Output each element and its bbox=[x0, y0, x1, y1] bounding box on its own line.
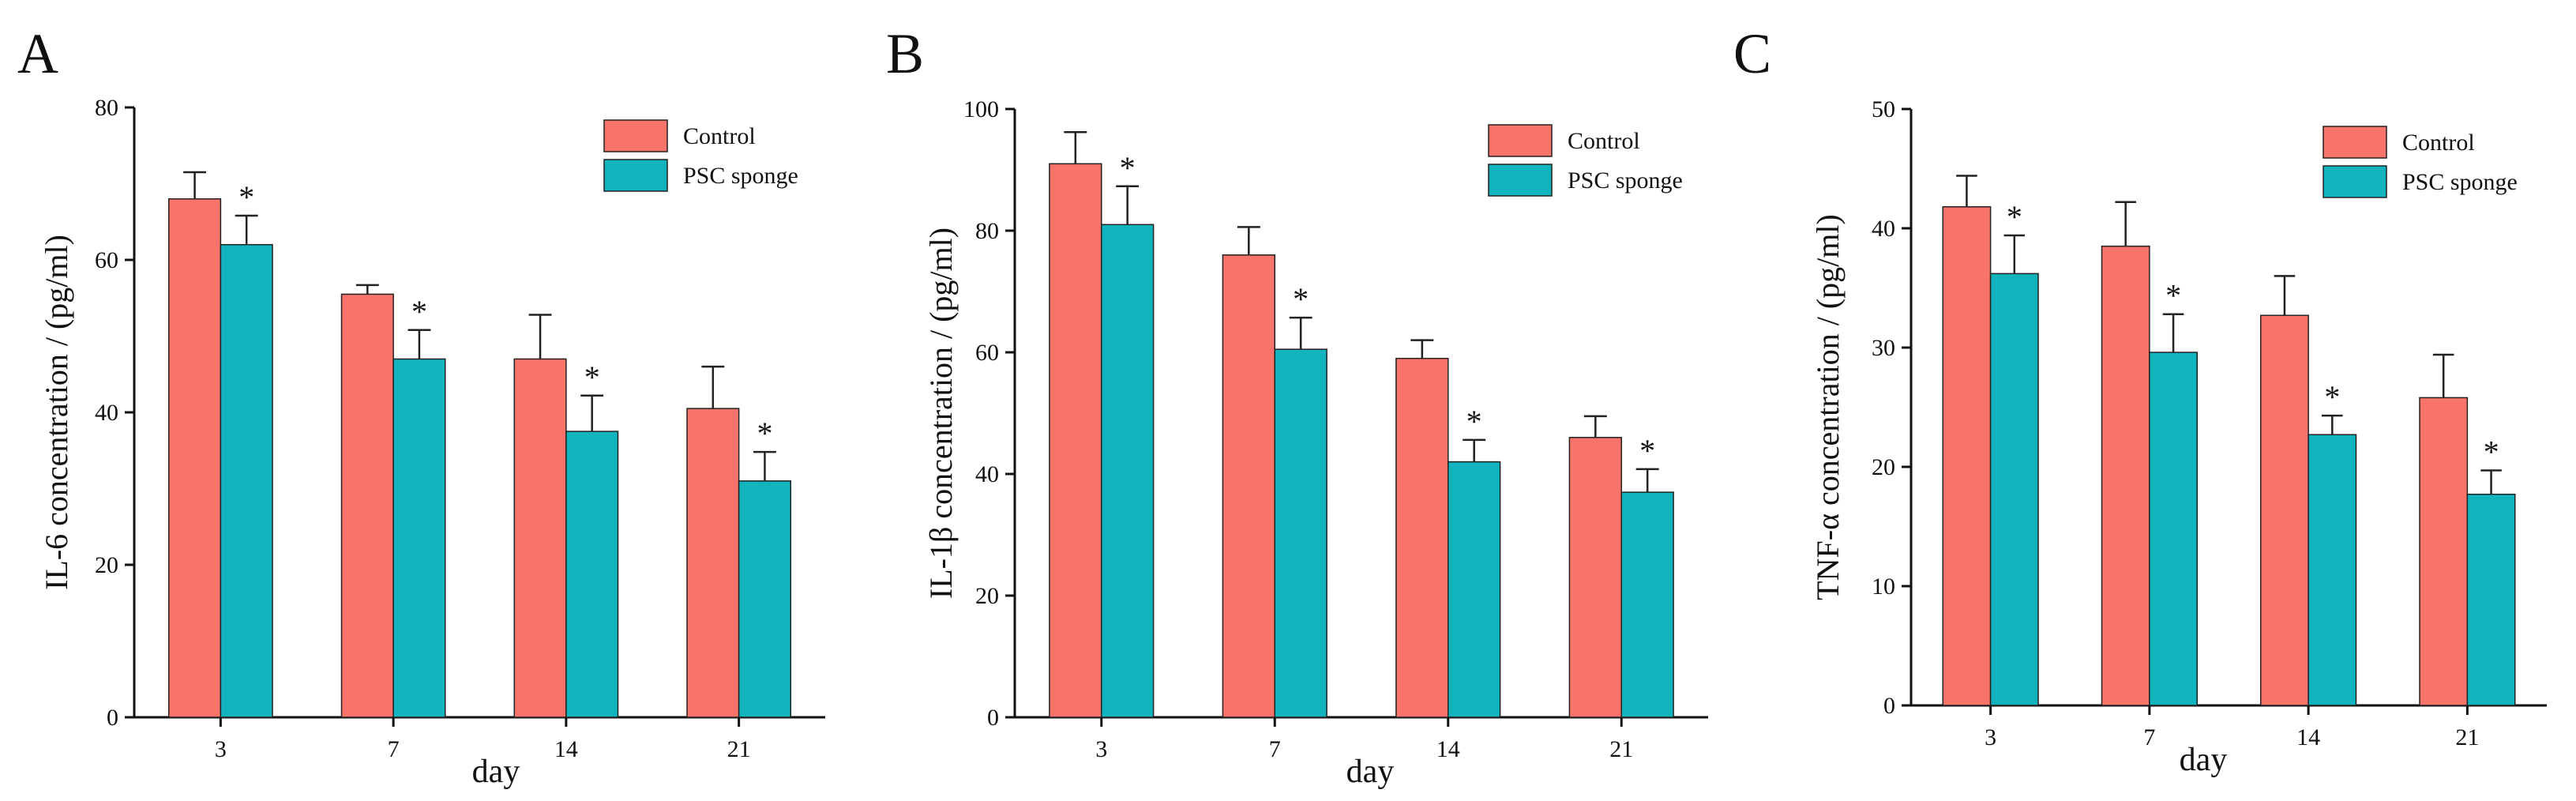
x-tick-label: 3 bbox=[1095, 736, 1107, 762]
legend-label-control: Control bbox=[683, 123, 756, 149]
y-tick-label: 60 bbox=[95, 247, 118, 273]
bar-control-day-14 bbox=[1395, 357, 1449, 718]
bar-psc-sponge-day-7 bbox=[392, 358, 446, 718]
bar-psc-sponge-day-14 bbox=[565, 431, 619, 718]
bar-control-day-7 bbox=[340, 293, 394, 718]
y-tick-label: 80 bbox=[975, 218, 999, 244]
x-tick-label: 21 bbox=[727, 736, 751, 762]
bar-control-day-7 bbox=[2101, 245, 2150, 706]
bar-control-day-21 bbox=[686, 408, 740, 718]
bar-control-day-21 bbox=[1568, 437, 1623, 718]
significance-star: * bbox=[1120, 150, 1136, 186]
legend-swatch-control bbox=[603, 119, 668, 152]
significance-star: * bbox=[1639, 433, 1655, 468]
bar-psc-sponge-day-3 bbox=[220, 243, 273, 718]
legend-swatch-psc-sponge bbox=[2323, 165, 2387, 198]
x-tick-label: 7 bbox=[1269, 736, 1281, 762]
bar-control-day-14 bbox=[2260, 314, 2309, 706]
significance-star: * bbox=[2007, 199, 2022, 235]
x-tick-label: 7 bbox=[388, 736, 400, 762]
bar-control-day-3 bbox=[168, 198, 222, 718]
legend-swatch-psc-sponge bbox=[603, 159, 668, 192]
y-tick-label: 40 bbox=[1872, 216, 1895, 242]
significance-star: * bbox=[1466, 404, 1482, 439]
significance-star: * bbox=[1293, 281, 1309, 317]
significance-star: * bbox=[757, 416, 772, 451]
chart-panel-b: B 0 20 40 60 80 100 IL-1β concentration / (pg/m… bbox=[886, 22, 1708, 790]
y-tick-label: 10 bbox=[1872, 573, 1895, 600]
bar-psc-sponge-day-14 bbox=[2308, 434, 2357, 706]
chart-panel-a: A 0 20 40 60 80 IL-6 concentration / (pg/ml) 3 *… bbox=[17, 22, 825, 790]
y-tick-label: 100 bbox=[963, 96, 999, 122]
legend: Control PSC sponge bbox=[1488, 124, 1683, 197]
y-axis-label: TNF-α concentration / (pg/ml) bbox=[1810, 214, 1846, 600]
y-tick-label: 0 bbox=[1883, 693, 1895, 719]
bar-psc-sponge-day-3 bbox=[1989, 273, 2039, 706]
bar-psc-sponge-day-3 bbox=[1101, 224, 1155, 718]
panel-letter: A bbox=[17, 22, 58, 85]
legend-swatch-control bbox=[2323, 126, 2387, 159]
bar-control-day-14 bbox=[513, 358, 567, 718]
y-tick-label: 30 bbox=[1872, 335, 1895, 361]
x-tick-label: 3 bbox=[215, 736, 227, 762]
y-tick-label: 80 bbox=[95, 95, 118, 121]
x-axis-label: day bbox=[472, 754, 520, 790]
bar-psc-sponge-day-21 bbox=[738, 480, 791, 718]
bar-psc-sponge-day-21 bbox=[2466, 493, 2516, 706]
chart-panel-c: C 0 10 20 30 40 50 TNF-α concentration / (pg/ml… bbox=[1733, 22, 2547, 778]
y-tick-label: 40 bbox=[975, 461, 999, 487]
significance-star: * bbox=[584, 359, 600, 395]
legend-swatch-psc-sponge bbox=[1488, 164, 1553, 197]
legend-label-psc-sponge: PSC sponge bbox=[683, 163, 798, 189]
legend: Control PSC sponge bbox=[2323, 126, 2518, 198]
bar-control-day-3 bbox=[1049, 163, 1102, 718]
panel-letter: C bbox=[1733, 22, 1771, 85]
x-tick-label: 3 bbox=[1985, 724, 1996, 750]
legend-label-control: Control bbox=[1568, 128, 1640, 154]
legend-label-psc-sponge: PSC sponge bbox=[2402, 169, 2518, 195]
y-tick-label: 20 bbox=[975, 583, 999, 609]
bar-control-day-21 bbox=[2419, 397, 2469, 706]
y-tick-label: 50 bbox=[1872, 96, 1895, 122]
bar-psc-sponge-day-14 bbox=[1448, 461, 1501, 718]
bar-control-day-7 bbox=[1222, 254, 1276, 718]
significance-star: * bbox=[411, 294, 427, 329]
y-tick-label: 0 bbox=[987, 705, 999, 731]
bar-control-day-3 bbox=[1942, 206, 1992, 706]
y-axis-label: IL-1β concentration / (pg/ml) bbox=[923, 228, 959, 599]
x-axis-label: day bbox=[2180, 742, 2228, 778]
y-tick-label: 40 bbox=[95, 400, 118, 426]
legend-label-psc-sponge: PSC sponge bbox=[1568, 167, 1683, 194]
y-tick-label: 20 bbox=[1872, 454, 1895, 480]
bar-psc-sponge-day-21 bbox=[1620, 491, 1674, 718]
x-tick-label: 7 bbox=[2143, 724, 2155, 750]
bar-psc-sponge-day-7 bbox=[1274, 348, 1327, 718]
panel-letter: B bbox=[886, 22, 924, 85]
y-tick-label: 0 bbox=[107, 705, 118, 731]
x-tick-label: 21 bbox=[2455, 724, 2479, 750]
significance-star: * bbox=[2324, 379, 2340, 415]
x-axis-label: day bbox=[1346, 754, 1395, 790]
y-tick-label: 60 bbox=[975, 340, 999, 366]
legend-swatch-control bbox=[1488, 124, 1553, 157]
legend: Control PSC sponge bbox=[603, 119, 798, 192]
x-tick-label: 14 bbox=[554, 736, 578, 762]
legend-label-control: Control bbox=[2402, 130, 2475, 156]
x-tick-label: 14 bbox=[1436, 736, 1460, 762]
y-axis-label: IL-6 concentration / (pg/ml) bbox=[39, 235, 74, 590]
x-tick-label: 21 bbox=[1609, 736, 1633, 762]
significance-star: * bbox=[238, 179, 254, 215]
significance-star: * bbox=[2484, 434, 2499, 470]
significance-star: * bbox=[2165, 278, 2181, 314]
y-tick-label: 20 bbox=[95, 552, 118, 578]
bar-psc-sponge-day-7 bbox=[2149, 352, 2198, 706]
x-tick-label: 14 bbox=[2296, 724, 2320, 750]
